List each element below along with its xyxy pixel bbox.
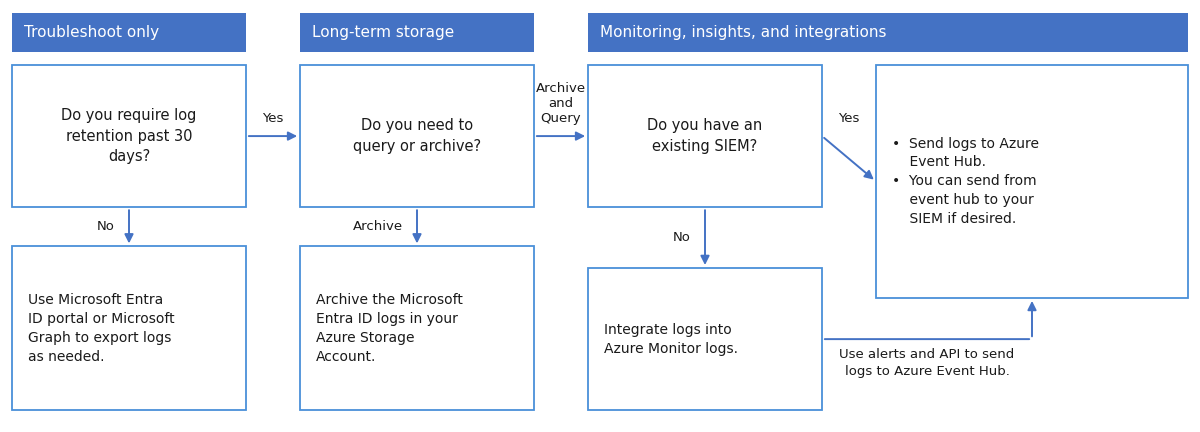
Text: Integrate logs into
Azure Monitor logs.: Integrate logs into Azure Monitor logs. (604, 323, 738, 356)
Text: Archive the Microsoft
Entra ID logs in your
Azure Storage
Account.: Archive the Microsoft Entra ID logs in y… (316, 293, 462, 364)
Bar (300, 65, 534, 207)
Bar (300, 246, 534, 410)
Bar (588, 13, 1188, 52)
Text: Archive
and
Query: Archive and Query (536, 82, 586, 125)
Bar (588, 268, 822, 410)
Bar (876, 65, 1188, 298)
Bar (12, 246, 246, 410)
Text: Troubleshoot only: Troubleshoot only (24, 25, 160, 40)
Bar (12, 65, 246, 207)
Bar (588, 65, 822, 207)
Text: Archive: Archive (353, 220, 403, 233)
Text: Do you require log
retention past 30
days?: Do you require log retention past 30 day… (61, 108, 197, 164)
Text: No: No (97, 220, 115, 233)
Bar (12, 13, 246, 52)
Text: Yes: Yes (839, 112, 859, 125)
Bar (300, 13, 534, 52)
Text: Do you need to
query or archive?: Do you need to query or archive? (353, 118, 481, 154)
Text: Do you have an
existing SIEM?: Do you have an existing SIEM? (647, 118, 763, 154)
Text: Use alerts and API to send
logs to Azure Event Hub.: Use alerts and API to send logs to Azure… (839, 348, 1015, 378)
Text: Long-term storage: Long-term storage (312, 25, 455, 40)
Text: Monitoring, insights, and integrations: Monitoring, insights, and integrations (600, 25, 887, 40)
Text: •  Send logs to Azure
    Event Hub.
•  You can send from
    event hub to your
: • Send logs to Azure Event Hub. • You ca… (892, 137, 1038, 226)
Text: Yes: Yes (263, 112, 283, 125)
Text: No: No (673, 231, 691, 244)
Text: Use Microsoft Entra
ID portal or Microsoft
Graph to export logs
as needed.: Use Microsoft Entra ID portal or Microso… (28, 293, 174, 364)
